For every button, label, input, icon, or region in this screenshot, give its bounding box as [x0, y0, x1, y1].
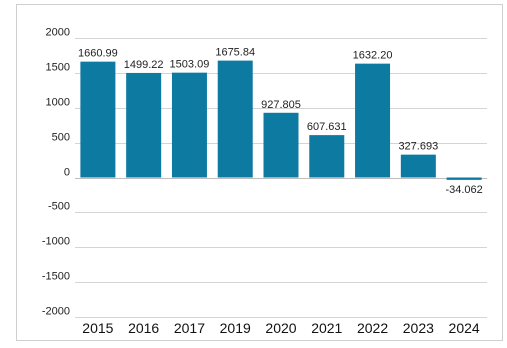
y-tick-label: -1000	[42, 236, 70, 248]
data-labels: 1660.99 1499.22 1503.09 1675.84 927.805 607.6…	[78, 47, 483, 196]
data-label: 1503.09	[170, 59, 210, 71]
bar	[80, 61, 116, 178]
y-tick-label: 1500	[46, 62, 70, 74]
y-tick-label: 0	[64, 167, 70, 179]
y-tick-label: 2000	[46, 27, 70, 39]
x-tick-label: 2017	[174, 320, 205, 336]
data-label: 1499.22	[124, 59, 164, 71]
bar	[126, 72, 162, 178]
bar	[446, 177, 482, 180]
bar	[171, 72, 207, 178]
x-tick-label: 2023	[403, 320, 434, 336]
bars	[80, 60, 482, 180]
data-label: 327.693	[398, 141, 438, 153]
x-tick-label: 2022	[357, 320, 388, 336]
data-label: 1660.99	[78, 48, 118, 60]
bar	[355, 63, 391, 178]
y-tick-label: 500	[52, 132, 70, 144]
x-tick-label: 2024	[449, 320, 480, 336]
x-axis-tick-labels: 2015 2016 2017 2019 2020 2021 2022 2023 2024	[82, 320, 480, 336]
y-tick-label: -1500	[42, 271, 70, 283]
x-tick-label: 2020	[265, 320, 296, 336]
y-tick-label: 1000	[46, 97, 70, 109]
x-tick-label: 2019	[220, 320, 251, 336]
bar	[217, 60, 253, 178]
bar	[263, 112, 299, 178]
x-tick-label: 2015	[82, 320, 113, 336]
data-label: -34.062	[445, 184, 482, 196]
y-axis-tick-labels: 2000 1500 1000 500 0 -500 -1000 -1500 -2000	[42, 27, 70, 318]
y-tick-label: -500	[48, 201, 70, 213]
data-label: 927.805	[261, 99, 301, 111]
bar	[400, 154, 436, 178]
data-label: 1632.20	[353, 50, 393, 62]
y-tick-label: -2000	[42, 306, 70, 318]
x-tick-label: 2021	[311, 320, 342, 336]
data-label: 1675.84	[215, 47, 255, 59]
data-label: 607.631	[307, 121, 347, 133]
x-tick-label: 2016	[128, 320, 159, 336]
bar	[309, 135, 345, 178]
